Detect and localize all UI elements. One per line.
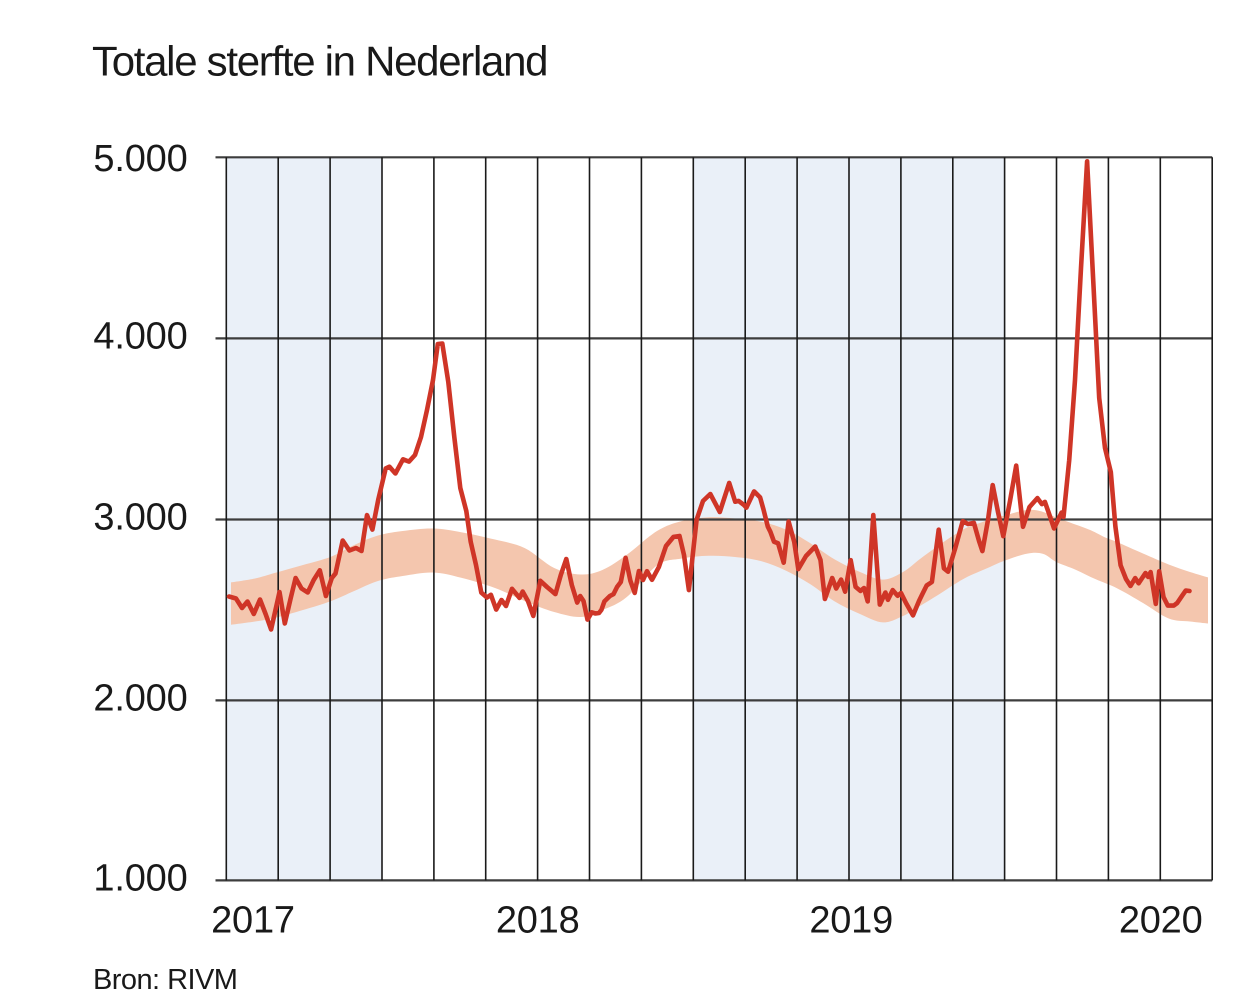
svg-text:2.000: 2.000 — [93, 678, 187, 720]
svg-text:1.000: 1.000 — [93, 858, 187, 900]
svg-text:Totale sterfte in Nederland: Totale sterfte in Nederland — [92, 38, 547, 85]
svg-text:4.000: 4.000 — [93, 316, 187, 358]
svg-text:2020: 2020 — [1119, 900, 1203, 942]
svg-text:3.000: 3.000 — [93, 497, 187, 539]
svg-text:Bron: RIVM: Bron: RIVM — [93, 964, 237, 991]
svg-text:2019: 2019 — [809, 900, 893, 942]
svg-text:2017: 2017 — [211, 900, 295, 942]
svg-text:5.000: 5.000 — [93, 138, 187, 180]
svg-text:2018: 2018 — [496, 900, 580, 942]
